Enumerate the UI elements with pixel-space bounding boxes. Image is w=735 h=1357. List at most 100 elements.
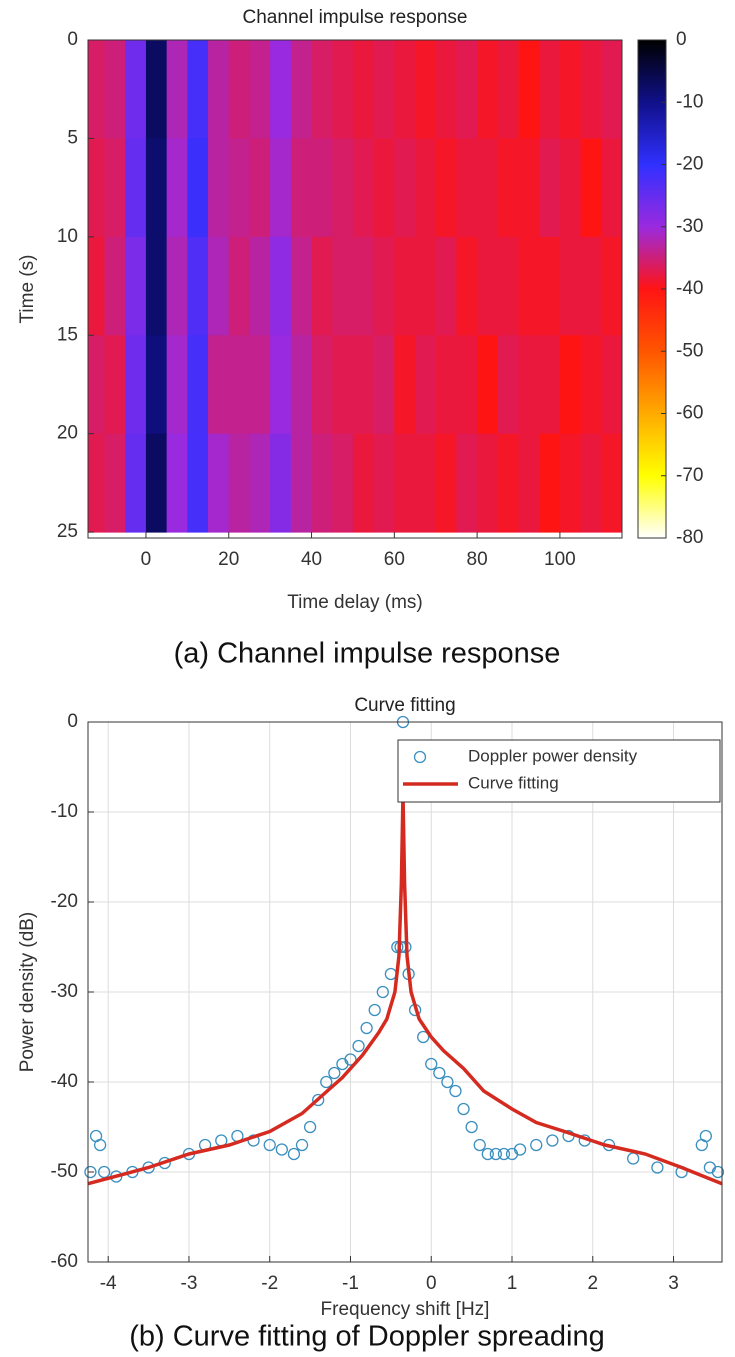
heat-cell <box>270 335 292 435</box>
data-point <box>651 1161 664 1174</box>
x-tick-label: -4 <box>100 1273 117 1294</box>
heat-cell <box>415 40 437 139</box>
heat-cell <box>249 335 271 435</box>
data-point <box>546 1134 559 1147</box>
heat-cell <box>249 433 271 533</box>
data-point <box>465 1120 478 1134</box>
colorbar-tick-label: -60 <box>676 403 703 424</box>
data-point <box>328 1066 341 1080</box>
heat-cell <box>187 335 209 435</box>
heat-cell <box>270 138 292 238</box>
heat-cell <box>249 138 271 238</box>
heat-cell <box>125 433 147 533</box>
heat-cell <box>497 138 520 238</box>
heat-cell <box>166 335 188 435</box>
heat-cell <box>208 138 230 238</box>
data-point <box>711 1165 725 1179</box>
heat-cell <box>145 40 168 139</box>
heat-cell <box>435 335 457 435</box>
heat-cell <box>601 433 622 533</box>
heat-cell <box>559 138 582 238</box>
heat-cell <box>352 40 375 139</box>
data-point <box>473 1138 486 1152</box>
heat-cell <box>228 433 250 533</box>
y-tick-label: -10 <box>51 801 78 822</box>
data-point <box>384 967 398 981</box>
data-point <box>303 1120 317 1134</box>
x-tick-label: 40 <box>301 549 322 570</box>
heat-cell <box>311 40 333 139</box>
legend-label: Doppler power density <box>468 746 638 765</box>
heat-cell <box>88 236 106 336</box>
heat-cell <box>187 40 209 139</box>
heat-cell <box>394 335 416 435</box>
data-point <box>275 1143 288 1156</box>
heat-cell <box>415 138 437 238</box>
x-tick-label: 80 <box>467 549 488 570</box>
heat-cell <box>352 335 375 435</box>
data-point <box>627 1152 640 1165</box>
y-tick-label: -40 <box>51 1071 78 1092</box>
x-tick-label: 60 <box>384 549 405 570</box>
data-point <box>489 1147 503 1161</box>
heat-cell <box>373 40 395 139</box>
heat-cell <box>104 433 126 533</box>
plot-frame <box>87 721 723 1263</box>
heat-cell <box>456 433 478 533</box>
y-axis-label: Time (s) <box>17 255 38 324</box>
heat-cell <box>104 138 126 238</box>
heat-cell <box>477 236 499 336</box>
heat-cell <box>539 433 561 533</box>
heat-cell <box>601 335 622 435</box>
heat-cell <box>104 236 126 336</box>
colorbar-tick-label: -50 <box>676 340 703 361</box>
heat-cell <box>435 433 457 533</box>
heat-cell <box>373 335 395 435</box>
heatmap <box>88 40 622 533</box>
legend-box <box>397 739 721 803</box>
heat-cell <box>580 335 602 435</box>
y-tick-label: 0 <box>67 29 78 50</box>
heat-cell <box>415 236 437 336</box>
data-point <box>703 1161 717 1174</box>
heat-cell <box>290 40 313 139</box>
heat-cell <box>477 335 499 435</box>
data-point <box>352 1039 365 1053</box>
heat-cell <box>580 236 602 336</box>
heat-cell <box>290 433 313 533</box>
heat-cell <box>88 40 106 139</box>
heat-cell <box>539 40 561 139</box>
data-point <box>376 985 389 999</box>
heat-cell <box>497 236 520 336</box>
heat-cell <box>187 433 209 533</box>
heat-cell <box>332 40 354 139</box>
x-tick-label: -1 <box>342 1273 359 1294</box>
heat-cell <box>539 236 561 336</box>
legend-label: Curve fitting <box>468 773 559 792</box>
y-tick-label: -60 <box>51 1251 78 1272</box>
colorbar-tick-label: -20 <box>676 154 703 175</box>
heat-cell <box>208 335 230 435</box>
heat-cell <box>601 40 622 139</box>
data-point <box>417 1030 430 1044</box>
data-point <box>320 1075 333 1089</box>
y-tick-label: 5 <box>67 127 78 148</box>
heat-cell <box>352 236 375 336</box>
heat-cell <box>270 236 292 336</box>
heat-cell <box>332 335 354 435</box>
data-point <box>312 1093 325 1107</box>
heat-cell <box>580 138 602 238</box>
heat-cell <box>166 40 188 139</box>
heat-cell <box>145 335 168 435</box>
heat-cell <box>518 138 540 238</box>
data-point <box>457 1102 470 1116</box>
y-tick-label: 10 <box>57 226 78 247</box>
legend-marker <box>413 750 427 764</box>
data-point <box>287 1147 301 1161</box>
heat-cell <box>125 236 147 336</box>
heat-cell <box>270 433 292 533</box>
heat-cell <box>435 236 457 336</box>
heat-cell <box>145 433 168 533</box>
x-tick-label: 20 <box>218 549 239 570</box>
